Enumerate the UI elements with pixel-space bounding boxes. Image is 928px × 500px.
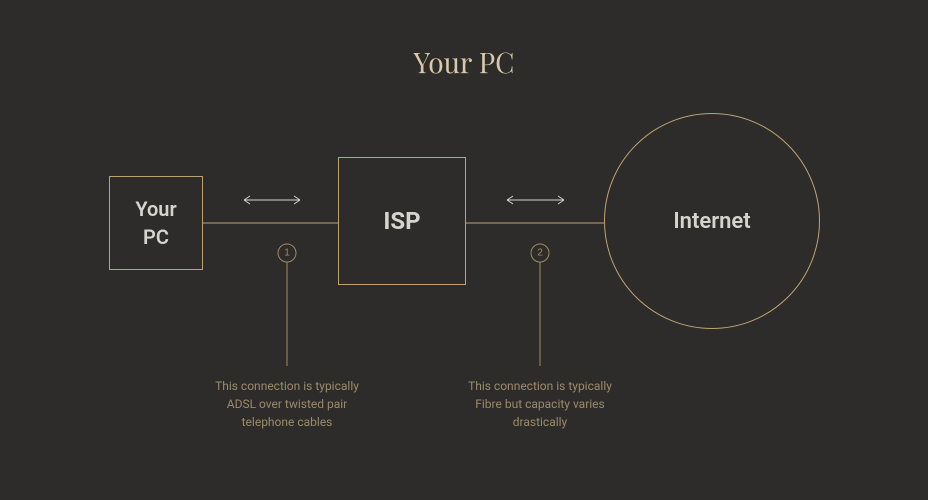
arrow-head-right-link2 (558, 196, 564, 204)
annotation-line: drastically (430, 413, 650, 431)
node-pc: Your PC (109, 176, 203, 270)
annotation-line: This connection is typically (430, 377, 650, 395)
node-isp: ISP (338, 157, 466, 285)
node-label: ISP (383, 207, 420, 235)
node-label: Your (135, 197, 176, 221)
diagram-title: Your PC (0, 44, 928, 81)
badge-circle-link2 (531, 244, 549, 262)
arrow-head-left-link1 (244, 196, 250, 204)
badge-number-link2: 2 (537, 248, 543, 259)
badge-number-link1: 1 (284, 248, 290, 259)
annotation-link2: This connection is typicallyFibre but ca… (430, 377, 650, 431)
annotation-link1: This connection is typicallyADSL over tw… (177, 377, 397, 431)
annotation-line: Fibre but capacity varies (430, 395, 650, 413)
node-internet: Internet (604, 113, 820, 329)
badge-circle-link1 (278, 244, 296, 262)
arrow-head-left-link2 (507, 196, 513, 204)
node-label: Internet (673, 209, 750, 234)
annotation-line: This connection is typically (177, 377, 397, 395)
arrow-head-right-link1 (294, 196, 300, 204)
node-label-line2: PC (143, 225, 169, 249)
annotation-line: ADSL over twisted pair (177, 395, 397, 413)
annotation-line: telephone cables (177, 413, 397, 431)
